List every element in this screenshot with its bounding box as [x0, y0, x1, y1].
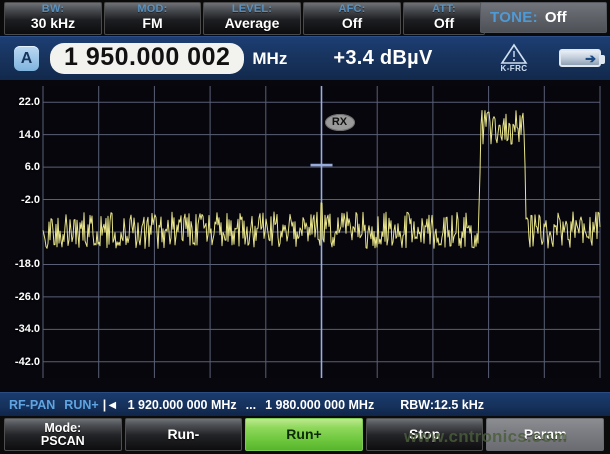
softkey-run-plus-label: Run+: [286, 426, 322, 443]
spectrum-plot[interactable]: 22.0 14.0 6.0 -2.0 -18.0 -26.0 -34.0 -42.0 RX: [0, 80, 610, 392]
span-start-frequency: 1 920.000 000 MHz: [127, 397, 237, 412]
param-cell-bw[interactable]: BW: 30 kHz: [4, 2, 102, 35]
param-cell-tone[interactable]: TONE: Off: [480, 2, 607, 33]
softkey-bar: Mode: PSCAN Run- Run+ Stop Param: [0, 416, 610, 454]
param-cell-level[interactable]: LEVEL: Average: [203, 2, 301, 35]
y-axis-labels: 22.0 14.0 6.0 -2.0 -18.0 -26.0 -34.0 -42.0: [0, 80, 43, 392]
frequency-readout[interactable]: 1 950.000 002: [50, 43, 245, 74]
softkey-mode-pscan-line2: PSCAN: [40, 433, 85, 448]
vfo-badge[interactable]: A: [14, 46, 39, 71]
warning-triangle-icon: [500, 43, 528, 64]
softkey-mode-pscan-line1: Mode:: [44, 420, 82, 435]
status-run-state: RUN+: [64, 397, 99, 412]
param-label-tone: TONE:: [490, 9, 538, 26]
param-cell-afc[interactable]: AFC: Off: [303, 2, 401, 35]
y-axis-tick-neg42-0: -42.0: [14, 355, 40, 368]
param-value-att: Off: [433, 15, 455, 31]
y-axis-tick-neg18-0: -18.0: [14, 258, 40, 271]
param-value-level: Average: [224, 15, 280, 31]
softkey-run-minus-label: Run-: [167, 426, 200, 443]
param-value-mod: FM: [142, 15, 163, 31]
param-label-mod: MOD:: [137, 3, 168, 15]
param-cell-att[interactable]: ATT: Off: [403, 2, 485, 35]
softkey-stop[interactable]: Stop: [365, 418, 484, 451]
y-axis-tick-neg26-0: -26.0: [14, 290, 40, 303]
parameter-bar: BW: 30 kHz MOD: FM LEVEL: Average AFC: O…: [0, 0, 610, 36]
softkey-stop-label: Stop: [409, 426, 441, 443]
rx-marker-badge: RX: [324, 113, 355, 131]
softkey-run-minus[interactable]: Run-: [124, 418, 243, 451]
battery-charging-icon: ➔: [559, 49, 605, 67]
battery-arrow-glyph: ➔: [585, 50, 596, 66]
softkey-run-plus[interactable]: Run+: [245, 418, 363, 451]
resolution-bandwidth: RBW:12.5 kHz: [400, 397, 485, 412]
span-ellipsis: ...: [245, 397, 257, 412]
spectrum-trace: [42, 110, 601, 249]
y-axis-tick-14neg0: 14.0: [18, 128, 40, 141]
param-value-tone: Off: [544, 9, 567, 26]
frequency-unit: MHz: [252, 48, 288, 68]
param-label-level: LEVEL:: [231, 3, 273, 15]
frequency-bar: A 1 950.000 002 MHz +3.4 dBµV K-FRC ➔: [0, 36, 610, 80]
param-value-afc: Off: [341, 15, 363, 31]
status-mode: RF-PAN: [9, 397, 56, 412]
status-bar: RF-PAN RUN+ |◄ 1 920.000 000 MHz ... 1 9…: [0, 392, 610, 416]
softkey-mode-pscan[interactable]: Mode: PSCAN: [4, 418, 122, 451]
param-label-att: ATT:: [432, 3, 456, 15]
spectrum-canvas: [42, 86, 601, 378]
param-cell-mod[interactable]: MOD: FM: [104, 2, 201, 35]
y-axis-tick-neg34-0: -34.0: [14, 323, 40, 336]
y-axis-tick-22neg0: 22.0: [18, 96, 40, 109]
param-label-bw: BW:: [41, 3, 65, 15]
span-stop-frequency: 1 980.000 000 MHz: [265, 397, 375, 412]
k-frc-indicator: K-FRC: [495, 43, 533, 73]
param-label-afc: AFC:: [338, 3, 366, 15]
param-value-bw: 30 kHz: [30, 15, 76, 31]
softkey-param-label: Param: [523, 426, 567, 443]
y-axis-tick-neg2-0: -2.0: [21, 193, 40, 206]
softkey-param[interactable]: Param: [486, 418, 604, 451]
signal-level-readout: +3.4 dBµV: [333, 47, 433, 69]
k-frc-label: K-FRC: [500, 64, 528, 73]
y-axis-tick-6neg0: 6.0: [24, 161, 40, 174]
start-marker-icon: |◄: [102, 397, 119, 412]
